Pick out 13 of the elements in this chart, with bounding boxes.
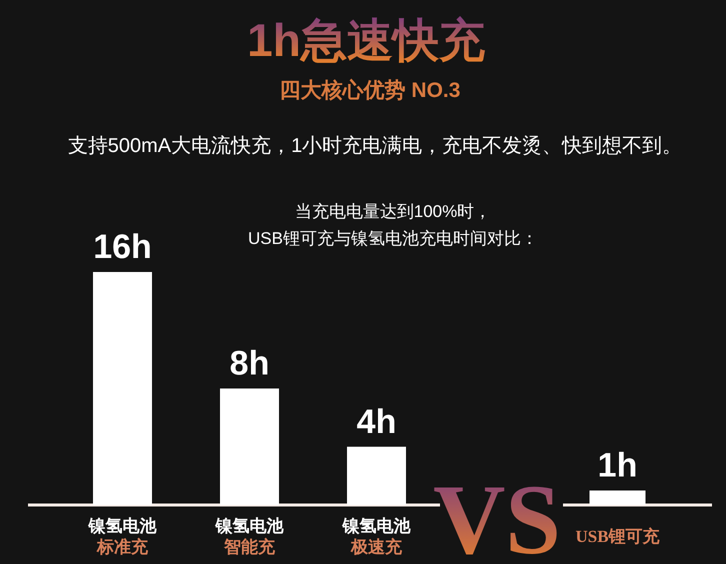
data-label: 16h [93,228,152,266]
x-tick-label: USB锂可充 [575,527,661,546]
chart-subtitle: 四大核心优势 NO.3 [280,78,460,102]
data-label: 1h [598,446,638,484]
x-tick-label: 镍氢电池标准充 [88,516,158,556]
x-tick-label: 镍氢电池极速充 [342,516,412,556]
data-label: 8h [230,344,270,382]
x-tick-label: 镍氢电池智能充 [214,516,284,556]
text: 当充电电量达到100%时， USB锂可充与镍氢电池充电时间对比： [248,202,538,248]
chart-title: 1h急速快充 [247,14,485,66]
annotation: VS [433,464,561,564]
text: 支持500mA大电流快充，1小时充电满电，充电不发烫、快到想不到。 [68,135,682,157]
data-label: 4h [356,402,396,441]
